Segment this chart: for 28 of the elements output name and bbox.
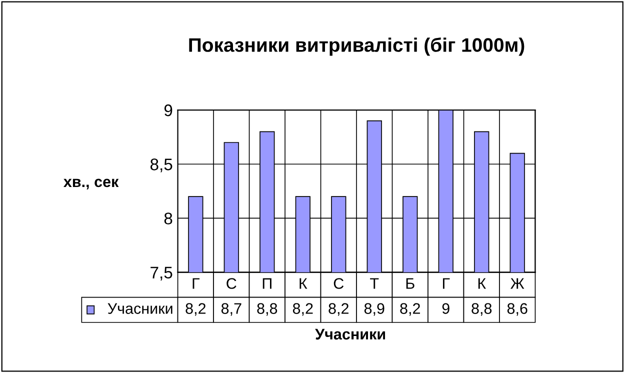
x-tick-label: Т	[370, 278, 379, 289]
chart-title: Показники витривалісті (біг 1000м)	[189, 37, 524, 56]
data-label: 8,2	[186, 303, 206, 316]
x-tick-label: П	[262, 278, 272, 289]
y-tick-label: 8	[164, 212, 172, 224]
data-label: 8,6	[507, 303, 528, 316]
data-label: 8,2	[328, 303, 348, 316]
data-label: 8,2	[292, 303, 313, 316]
data-label: 8,8	[257, 303, 278, 316]
y-tick-label: 8,5	[150, 158, 172, 172]
y-tick-label: 7,5	[150, 266, 172, 280]
data-label: 8,2	[400, 303, 420, 316]
y-axis-title: хв., сек	[64, 178, 119, 190]
x-tick-label: Г	[192, 278, 200, 289]
y-tick-label: 9	[164, 104, 172, 116]
legend-label: Учасники	[108, 303, 172, 314]
x-axis-title: Учасники	[315, 328, 386, 340]
data-label: 9	[442, 303, 450, 314]
x-tick-label: Г	[442, 278, 450, 289]
x-tick-label: Ж	[510, 278, 524, 289]
x-tick-label: Б	[406, 278, 414, 289]
x-tick-label: К	[478, 278, 486, 289]
data-label: 8,8	[472, 303, 492, 316]
data-label: 8,9	[364, 303, 384, 316]
x-tick-label: С	[334, 278, 344, 289]
x-tick-label: С	[226, 278, 236, 289]
data-label: 8,7	[221, 303, 242, 316]
x-tick-label: К	[300, 278, 308, 289]
